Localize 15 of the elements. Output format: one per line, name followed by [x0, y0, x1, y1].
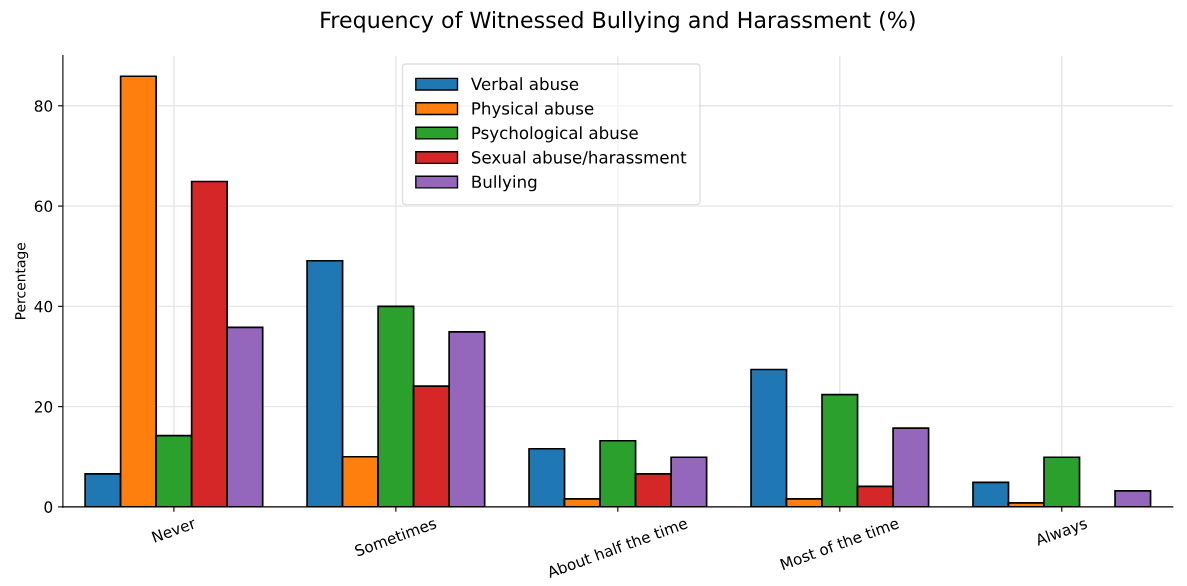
- legend-label: Physical abuse: [472, 101, 594, 118]
- y-axis-title: Percentage: [15, 242, 29, 319]
- y-tick-label: 80: [34, 100, 53, 112]
- y-tick-label: 20: [34, 401, 53, 413]
- chart-title: Frequency of Witnessed Bullying and Harassment (%): [321, 11, 915, 33]
- legend-label: Bullying: [472, 175, 537, 192]
- y-tick-label: 40: [34, 300, 53, 313]
- y-tick-label: 60: [34, 200, 53, 213]
- legend-label: Verbal abuse: [470, 77, 579, 91]
- x-tick-label: About half the time: [545, 516, 689, 579]
- legend-label: Sexual abuse/harassment: [471, 150, 687, 165]
- legend-label: Psychological abuse: [472, 126, 638, 143]
- y-tick-label: 0: [44, 501, 53, 513]
- x-tick-label: Never: [151, 517, 197, 543]
- x-tick-label: Most of the time: [779, 516, 900, 571]
